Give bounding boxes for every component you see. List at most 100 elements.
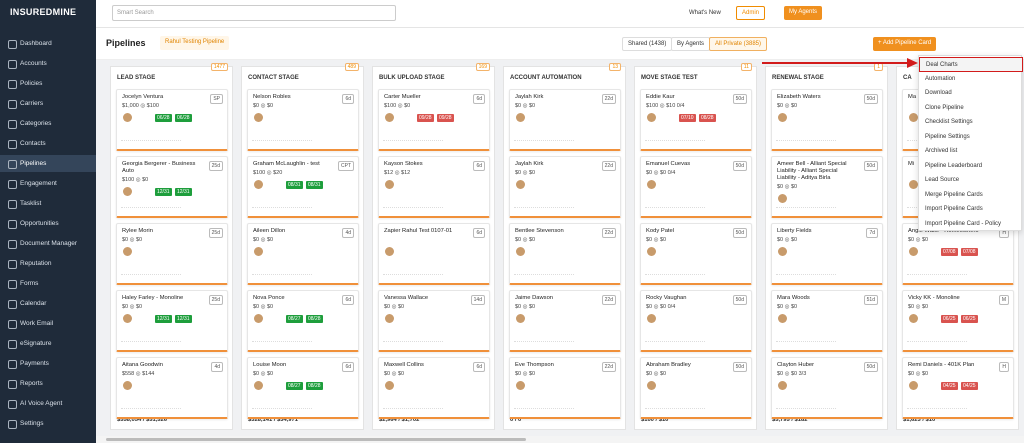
nav-item[interactable]: Document Manager — [0, 235, 96, 252]
menu-item[interactable]: Merge Pipeline Cards — [925, 191, 983, 198]
pipeline-card[interactable]: Remi Daniels - 401K Plan $0 ◎ $0 H 04/25 04/… — [902, 357, 1014, 419]
avatar — [647, 381, 656, 390]
pipeline-card[interactable]: Kayson Stokes $12 ◎ $12 6d — [378, 156, 490, 218]
avatar — [385, 180, 394, 189]
search-box[interactable]: Smart Search — [112, 5, 396, 21]
nav-item[interactable]: Payments — [0, 355, 96, 372]
menu-item[interactable]: Checklist Settings — [925, 119, 973, 125]
pipeline-card[interactable]: Abraham Bradley $0 ◎ $0 50d — [640, 357, 752, 419]
whats-new[interactable]: What's New — [689, 10, 721, 16]
pipeline-card[interactable]: Angie Waite - Homeowners $0 ◎ $0 H 07/08 07/… — [902, 223, 1014, 285]
card-name: Louise Moon — [253, 362, 287, 368]
pipeline-card[interactable]: Zapier Rahul Test 0107-01 6d — [378, 223, 490, 285]
menu-item[interactable]: Download — [925, 90, 952, 96]
pipeline-card[interactable]: Vanessa Wallace $0 ◎ $0 14d — [378, 290, 490, 352]
card-actions — [383, 207, 443, 213]
pipeline-card[interactable]: Jaime Dawson $0 ◎ $0 22d — [509, 290, 621, 352]
pipeline-card[interactable]: Carter Mueller $100 ◎ $0 6d 09/28 09/28 — [378, 89, 490, 151]
nav-item[interactable]: Settings — [0, 415, 96, 432]
card-actions — [907, 274, 967, 280]
pipeline-card[interactable]: Aileen Dillon $0 ◎ $0 4d — [247, 223, 359, 285]
menu-item[interactable]: Lead Source — [925, 177, 960, 183]
card-actions — [776, 408, 836, 414]
column-title: MOVE STAGE TEST — [641, 75, 698, 81]
agents-tab[interactable]: By Agents — [671, 37, 711, 51]
pipeline-card[interactable]: Clayton Huber $0 ◎ $0 3/3 50d — [771, 357, 883, 419]
pipeline-card[interactable]: Graham McLaughlin - test $100 ◎ $20 CPT 08/… — [247, 156, 359, 218]
nav-item[interactable]: Accounts — [0, 55, 96, 72]
shared-tab[interactable]: Shared (1438) — [622, 37, 673, 51]
card-date: 08/28 — [306, 315, 323, 323]
pipeline-card[interactable]: Louise Moon $0 ◎ $0 6d 08/27 08/28 — [247, 357, 359, 419]
role-select[interactable]: Admin — [736, 6, 766, 20]
pipeline-card[interactable]: Jaylah Kirk $0 ◎ $0 22d — [509, 156, 621, 218]
private-tab[interactable]: All Private (3885) — [709, 37, 768, 51]
card-amount: $0 ◎ $0 — [777, 103, 798, 109]
nav-item[interactable]: Opportunities — [0, 215, 96, 232]
pipeline-card[interactable]: Rylee Morin $0 ◎ $0 25d — [116, 223, 228, 285]
nav-item[interactable]: Dashboard — [0, 35, 96, 52]
nav-item[interactable]: Policies — [0, 75, 96, 92]
pipeline-card[interactable]: Jocelyn Ventura $1,000 ◎ $100 SP 06/28 06/28 — [116, 89, 228, 151]
card-actions — [252, 341, 312, 347]
nav-item[interactable]: Reputation — [0, 255, 96, 272]
pipeline-card[interactable]: Rocky Vaughan $0 ◎ $0 0/4 50d — [640, 290, 752, 352]
pipeline-card[interactable]: Aitana Goodwin $558 ◎ $144 4d — [116, 357, 228, 419]
card-name: Carter Mueller — [384, 94, 421, 100]
menu-item[interactable]: Clone Pipeline — [925, 104, 964, 111]
avatar — [647, 180, 656, 189]
pipeline-card[interactable]: Ameer Bell - Alliant Special Liability -… — [771, 156, 883, 218]
page-title: Pipelines — [106, 38, 146, 48]
pipeline-card[interactable]: Liberty Fields $0 ◎ $0 7d — [771, 223, 883, 285]
pipeline-card[interactable]: Bentlee Stevenson $0 ◎ $0 22d — [509, 223, 621, 285]
nav-item[interactable]: eSignature — [0, 335, 96, 352]
menu-item[interactable]: Automation — [925, 75, 956, 82]
pipeline-card[interactable]: Georgia Bergerer - Business Auto $100 ◎ $… — [116, 156, 228, 218]
card-actions — [121, 207, 181, 213]
card-name: Jaylah Kirk — [515, 161, 544, 167]
pipeline-card[interactable]: Vicky KK - Monoline $0 ◎ $0 M 06/25 06/25 — [902, 290, 1014, 352]
menu-item[interactable]: Pipeline Leaderboard — [925, 162, 983, 169]
pipeline-card[interactable]: Elizabeth Waters $0 ◎ $0 50d — [771, 89, 883, 151]
pipeline-card[interactable]: Haley Farley - Monoline $0 ◎ $0 25d 12/31 12… — [116, 290, 228, 352]
pipeline-card[interactable]: Eve Thompson $0 ◎ $0 22d — [509, 357, 621, 419]
menu-item[interactable]: Deal Charts — [919, 57, 1023, 72]
nav-item[interactable]: Carriers — [0, 95, 96, 112]
pipeline-card[interactable]: Kody Patel $0 ◎ $0 50d — [640, 223, 752, 285]
pipeline-card[interactable]: Maxwell Collins $0 ◎ $0 6d — [378, 357, 490, 419]
nav-item[interactable]: AI Voice Agent — [0, 395, 96, 412]
card-date: 08/31 — [286, 181, 303, 189]
card-date: 06/25 — [961, 315, 978, 323]
menu-item[interactable]: Archived list — [925, 148, 958, 154]
pipeline-card[interactable]: Emanuel Cuevas $0 ◎ $0 0/4 50d — [640, 156, 752, 218]
nav-item[interactable]: Tasklist — [0, 195, 96, 212]
card-date: 06/25 — [941, 315, 958, 323]
pipeline-card[interactable]: Eddie Kaur $100 ◎ $10 0/4 50d 07/10 08/28 — [640, 89, 752, 151]
agents-button[interactable]: My Agents — [784, 6, 823, 20]
scroll-thumb[interactable] — [106, 438, 526, 441]
card-name: Eddie Kaur — [646, 94, 675, 100]
pipeline-card[interactable]: Nelson Robles $0 ◎ $0 6d — [247, 89, 359, 151]
menu-item[interactable]: Pipeline Settings — [925, 133, 970, 140]
card-days: 6d — [473, 94, 485, 104]
nav-item[interactable]: Contacts — [0, 135, 96, 152]
add-card-button[interactable]: + Add Pipeline Card — [873, 37, 937, 51]
nav-item[interactable]: Categories — [0, 115, 96, 132]
avatar — [385, 314, 394, 323]
card-amount: $0 ◎ $0 — [384, 371, 405, 377]
pipeline-card[interactable]: Mara Woods $0 ◎ $0 51d — [771, 290, 883, 352]
pipeline-card[interactable]: Jaylah Kirk $0 ◎ $0 22d — [509, 89, 621, 151]
scrollbar — [96, 436, 1024, 443]
card-name: Eve Thompson — [515, 362, 554, 368]
nav-item[interactable]: Engagement — [0, 175, 96, 192]
column-title: BULK UPLOAD STAGE — [379, 75, 445, 81]
menu-item[interactable]: Import Pipeline Card - Policy — [925, 220, 1002, 227]
pipeline-card[interactable]: Nova Ponce $0 ◎ $0 6d 08/27 08/28 — [247, 290, 359, 352]
nav-item[interactable]: Pipelines — [0, 155, 96, 172]
nav-item[interactable]: Reports — [0, 375, 96, 392]
nav-item[interactable]: Forms — [0, 275, 96, 292]
nav-item[interactable]: Calendar — [0, 295, 96, 312]
pipeline-select[interactable]: Rahul Testing Pipeline — [160, 36, 230, 50]
nav-item[interactable]: Work Email — [0, 315, 96, 332]
menu-item[interactable]: Import Pipeline Cards — [925, 206, 983, 212]
